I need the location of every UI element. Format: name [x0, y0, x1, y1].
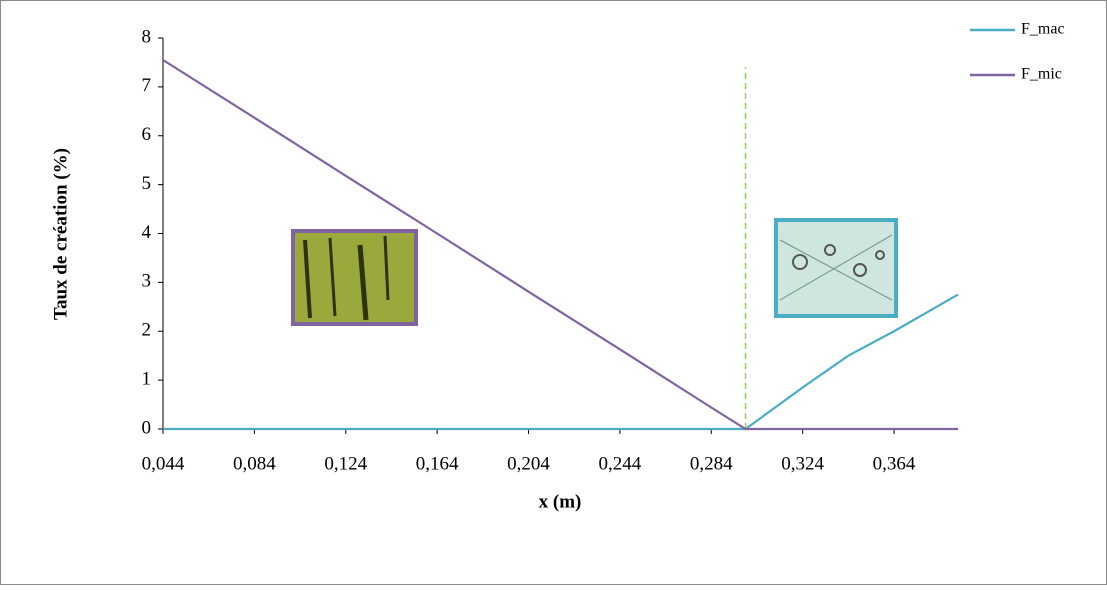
y-axis-label: Taux de création (%) [50, 148, 71, 320]
x-tick-label: 0,364 [873, 453, 916, 474]
y-tick-label: 2 [142, 320, 152, 341]
y-tick-label: 8 [142, 26, 152, 47]
x-tick-label: 0,204 [507, 453, 550, 474]
y-tick-label: 4 [142, 222, 152, 243]
x-tick-label: 0,244 [599, 453, 642, 474]
inset-bubble [875, 250, 885, 260]
y-tick-label: 3 [142, 271, 152, 292]
legend-label: F_mic [1021, 66, 1062, 83]
x-tick-label: 0,124 [324, 453, 367, 474]
inset-frame [291, 229, 418, 326]
y-tick-label: 0 [142, 417, 152, 438]
y-tick-label: 1 [142, 368, 152, 389]
inset-streak [357, 244, 369, 321]
y-tick-label: 6 [142, 124, 152, 145]
x-tick-label: 0,324 [781, 453, 824, 474]
series-line [163, 293, 959, 431]
inset-image-macro [774, 218, 898, 318]
inset-streak [328, 237, 337, 317]
x-axis-label: x (m) [539, 491, 582, 512]
inset-bubble [824, 244, 836, 256]
x-tick-label: 0,284 [690, 453, 733, 474]
inset-image-micro [291, 229, 418, 326]
inset-streak [779, 234, 893, 301]
y-tick-label: 5 [142, 173, 152, 194]
x-tick-label: 0,084 [233, 453, 276, 474]
inset-streak [303, 239, 312, 319]
series-line [162, 59, 958, 431]
y-tick-label: 7 [142, 75, 152, 96]
x-tick-label: 0,044 [142, 453, 185, 474]
inset-bubble [853, 263, 867, 277]
inset-streak [779, 239, 893, 301]
inset-bubble [792, 254, 808, 270]
legend-label: F_mac [1021, 21, 1065, 38]
inset-streak [383, 235, 390, 301]
x-tick-label: 0,164 [416, 453, 459, 474]
